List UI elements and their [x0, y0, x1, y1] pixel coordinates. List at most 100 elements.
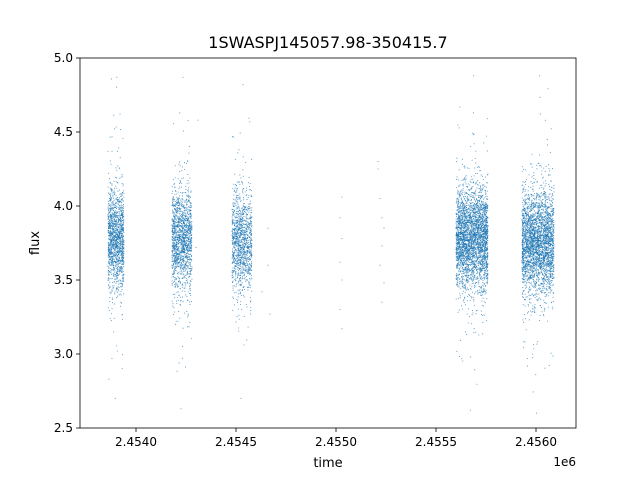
- data-point: [109, 198, 111, 200]
- data-point: [117, 236, 119, 238]
- data-point: [243, 227, 245, 229]
- data-point: [120, 201, 122, 203]
- data-point: [121, 204, 123, 206]
- data-point: [458, 201, 460, 203]
- data-point: [113, 190, 115, 192]
- data-point: [182, 177, 185, 179]
- data-point: [181, 178, 183, 180]
- data-point: [183, 264, 185, 266]
- data-point: [251, 207, 253, 209]
- data-point: [186, 201, 188, 203]
- data-point: [112, 264, 114, 266]
- data-point: [247, 289, 249, 291]
- data-point: [114, 176, 117, 178]
- data-point: [234, 249, 236, 251]
- data-point: [119, 129, 122, 131]
- data-point: [186, 225, 188, 227]
- data-point: [233, 210, 235, 213]
- data-point: [120, 259, 122, 261]
- data-point: [109, 160, 111, 162]
- data-point: [175, 219, 177, 221]
- data-point: [240, 266, 242, 268]
- data-point: [115, 203, 117, 205]
- data-point: [179, 241, 181, 243]
- data-point: [251, 261, 253, 263]
- data-point: [173, 223, 175, 225]
- data-point: [117, 262, 119, 264]
- data-point: [243, 275, 245, 277]
- data-point: [235, 284, 237, 286]
- data-point: [239, 223, 241, 225]
- data-point: [181, 267, 184, 269]
- data-point: [112, 245, 115, 247]
- data-point: [231, 254, 233, 256]
- data-point: [119, 279, 121, 281]
- data-point: [181, 272, 183, 274]
- data-point: [234, 159, 236, 161]
- data-point: [180, 199, 182, 201]
- data-point: [109, 221, 111, 223]
- data-point: [116, 254, 118, 257]
- data-point: [183, 282, 185, 284]
- data-point: [239, 283, 242, 285]
- data-point: [235, 268, 237, 270]
- data-point: [177, 272, 179, 274]
- data-point: [188, 224, 191, 226]
- data-point: [187, 220, 189, 222]
- data-point: [234, 203, 237, 205]
- data-point: [239, 232, 241, 234]
- data-point: [232, 269, 234, 272]
- data-point: [186, 310, 188, 313]
- data-point: [180, 215, 182, 217]
- data-point: [251, 225, 253, 227]
- data-point: [172, 249, 174, 251]
- data-point: [188, 209, 190, 211]
- data-point: [234, 187, 236, 189]
- data-point: [181, 290, 183, 292]
- data-point: [183, 269, 185, 271]
- data-point: [462, 300, 464, 302]
- data-point: [108, 216, 110, 218]
- data-point: [186, 246, 189, 248]
- data-point: [184, 168, 186, 170]
- data-point: [173, 258, 175, 260]
- data-point: [235, 221, 237, 224]
- data-point: [175, 222, 177, 224]
- data-point: [246, 269, 248, 271]
- data-point: [185, 235, 187, 237]
- data-point: [116, 263, 118, 265]
- data-point: [186, 195, 188, 197]
- data-point: [182, 286, 184, 288]
- data-point: [473, 271, 475, 273]
- data-point: [171, 258, 173, 260]
- data-point: [172, 293, 174, 296]
- data-point: [176, 226, 178, 228]
- data-point: [117, 270, 119, 272]
- data-point: [177, 273, 179, 275]
- data-point: [120, 212, 122, 215]
- data-point: [174, 232, 176, 234]
- data-point: [108, 238, 110, 240]
- data-point: [180, 266, 183, 268]
- data-point: [188, 326, 190, 328]
- data-point: [113, 266, 115, 268]
- data-point: [237, 213, 239, 215]
- data-point: [484, 261, 486, 263]
- data-point: [112, 241, 114, 243]
- data-point: [246, 187, 248, 189]
- data-point: [249, 200, 251, 202]
- data-point: [117, 245, 119, 247]
- data-point: [176, 291, 178, 294]
- data-point: [232, 285, 234, 287]
- data-point: [249, 214, 251, 216]
- data-point: [117, 280, 119, 282]
- data-point: [121, 240, 123, 242]
- data-point: [185, 216, 187, 218]
- data-point: [183, 220, 186, 222]
- data-point: [107, 186, 109, 188]
- data-point: [472, 291, 474, 293]
- data-point: [112, 253, 114, 255]
- data-point: [237, 296, 239, 298]
- data-point: [250, 228, 252, 230]
